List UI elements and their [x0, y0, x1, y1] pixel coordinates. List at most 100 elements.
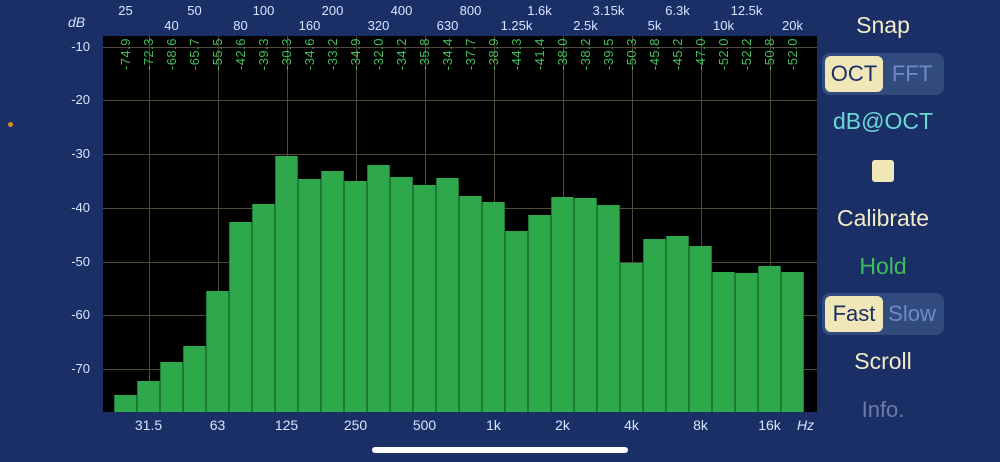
- top-tick-label: 10k: [713, 18, 734, 33]
- top-tick-label: 40: [164, 18, 179, 33]
- bar-12.5k: [735, 273, 758, 412]
- bar-160: [298, 178, 321, 412]
- bar-400: [390, 176, 413, 412]
- bar-value-label: -32.0: [371, 38, 386, 71]
- x-tick-label: 16k: [758, 417, 781, 433]
- bar-value-label: -30.3: [279, 38, 294, 71]
- bar-250: [344, 180, 367, 412]
- grid-line-v: [700, 36, 702, 412]
- calibrate-button[interactable]: Calibrate: [836, 205, 930, 231]
- bar-3.15k: [597, 205, 620, 412]
- bar-125: [275, 155, 298, 412]
- oct-option[interactable]: OCT: [825, 56, 883, 92]
- bar-value-label: -34.6: [302, 38, 317, 71]
- top-tick-label: 160: [298, 18, 321, 33]
- y-tick-label: -70: [71, 361, 90, 377]
- snap-button[interactable]: Snap: [856, 12, 910, 38]
- fast-option[interactable]: Fast: [825, 296, 883, 332]
- slow-option[interactable]: Slow: [888, 301, 936, 326]
- hold-button[interactable]: Hold: [859, 253, 907, 279]
- top-tick-label: 100: [252, 3, 275, 18]
- top-tick-label: 2.5k: [573, 18, 598, 33]
- top-tick-label: 80: [233, 18, 248, 33]
- bar-500: [413, 185, 436, 412]
- top-tick-label: 12.5k: [730, 3, 763, 18]
- top-tick-label: 25: [118, 3, 133, 18]
- bar-1k: [482, 201, 505, 412]
- db-unit-label: dB: [68, 14, 86, 30]
- calibrate-checkbox[interactable]: [872, 160, 894, 182]
- fft-option[interactable]: FFT: [891, 61, 933, 86]
- bar-value-label: -55.5: [210, 38, 225, 71]
- fast-slow-toggle[interactable]: Fast Slow: [822, 293, 944, 335]
- bar-2k: [551, 197, 574, 412]
- y-tick-label: -10: [71, 38, 90, 54]
- bar-value-label: -65.7: [187, 38, 202, 71]
- bar-630: [436, 177, 459, 412]
- y-tick-label: -60: [71, 307, 90, 323]
- bar-320: [367, 164, 390, 412]
- top-tick-label: 3.15k: [592, 3, 625, 18]
- x-tick-label: 4k: [624, 417, 639, 433]
- bar-value-label: -47.0: [693, 38, 708, 71]
- bar-6.3k: [666, 235, 689, 412]
- bar-value-label: -34.2: [394, 38, 409, 71]
- y-tick-label: -50: [71, 253, 90, 269]
- top-tick-label: 320: [367, 18, 390, 33]
- x-tick-label: 250: [343, 417, 368, 433]
- bar-800: [459, 195, 482, 412]
- grid-line-h: [103, 46, 817, 48]
- hz-unit-label: Hz: [797, 417, 815, 433]
- top-tick-label: 5k: [647, 18, 662, 33]
- top-tick-label: 50: [187, 3, 202, 18]
- top-tick-label: 400: [390, 3, 413, 18]
- bar-2.5k: [574, 198, 597, 412]
- grid-line-v: [148, 36, 150, 412]
- bar-5k: [643, 239, 666, 412]
- bar-value-label: -45.2: [670, 38, 685, 71]
- bar-value-label: -41.4: [532, 38, 547, 71]
- bar-value-label: -33.2: [325, 38, 340, 71]
- y-tick-label: -40: [71, 199, 90, 215]
- bar-value-label: -68.6: [164, 38, 179, 71]
- bar-1.6k: [528, 215, 551, 412]
- bar-value-label: -52.2: [739, 38, 754, 71]
- bar-25: [114, 395, 137, 412]
- bar-value-label: -52.0: [785, 38, 800, 71]
- bar-80: [229, 221, 252, 412]
- bar-31.5: [137, 381, 160, 412]
- oct-fft-toggle[interactable]: OCT FFT: [822, 53, 944, 95]
- bar-value-label: -50.3: [624, 38, 639, 71]
- bar-value-label: -35.8: [417, 38, 432, 71]
- bar-value-label: -44.3: [509, 38, 524, 71]
- x-tick-label: 31.5: [134, 417, 163, 433]
- bar-value-label: -38.9: [486, 38, 501, 71]
- indicator-dot: [8, 122, 13, 127]
- bar-value-label: -39.3: [256, 38, 271, 71]
- bar-value-label: -50.8: [762, 38, 777, 71]
- bar-100: [252, 204, 275, 412]
- grid-line-h: [103, 154, 817, 156]
- bar-value-label: -38.2: [578, 38, 593, 71]
- top-tick-label: 200: [321, 3, 344, 18]
- bar-value-label: -52.0: [716, 38, 731, 71]
- home-indicator[interactable]: [372, 447, 628, 453]
- scroll-button[interactable]: Scroll: [854, 348, 912, 374]
- x-tick-label: 63: [209, 417, 226, 433]
- x-tick-label: 1k: [486, 417, 501, 433]
- bar-10k: [712, 272, 735, 412]
- grid-line-v: [631, 36, 633, 412]
- bar-value-label: -45.8: [647, 38, 662, 71]
- x-tick-label: 2k: [555, 417, 570, 433]
- top-tick-label: 6.3k: [665, 3, 690, 18]
- bar-63: [206, 291, 229, 412]
- bar-8k: [689, 245, 712, 412]
- top-tick-label: 1.6k: [527, 3, 552, 18]
- mode-label[interactable]: dB@OCT: [832, 108, 934, 134]
- info-button[interactable]: Info.: [861, 397, 905, 422]
- spectrum-plot[interactable]: -74.9 -72.3 -68.6 -65.7 -55.5 -42.6 -39.3 -30.3…: [103, 36, 817, 412]
- bar-value-label: -34.4: [440, 38, 455, 71]
- bar-50: [183, 345, 206, 412]
- x-tick-label: 125: [274, 417, 299, 433]
- y-tick-label: -30: [71, 146, 90, 162]
